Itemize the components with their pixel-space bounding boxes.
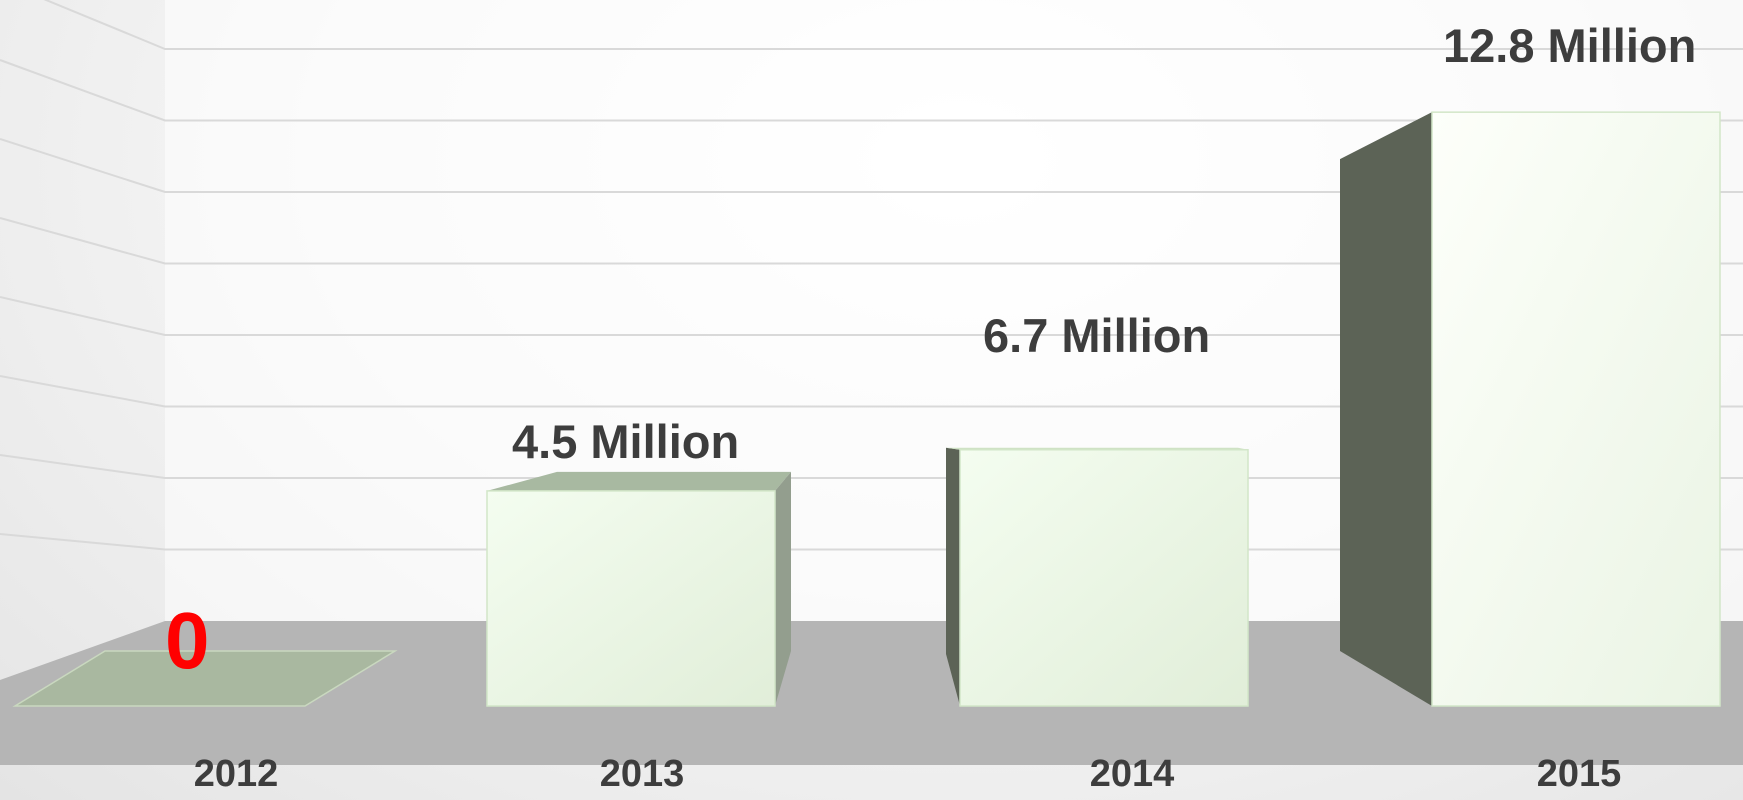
value-label-2015: 12.8 Million [1443, 19, 1696, 72]
gridline [43, 0, 1743, 50]
x-tick-label-2014: 2014 [1090, 753, 1175, 795]
gridline [0, 375, 1743, 408]
bars [12, 111, 1721, 707]
gridline [0, 217, 1743, 265]
value-label-2012: 0 [165, 596, 210, 685]
floor-plane [0, 621, 1743, 765]
value-label-2014: 6.7 Million [983, 309, 1210, 362]
gridline [0, 138, 1743, 193]
value-labels: 0 4.5 Million 6.7 Million 12.8 Million [165, 19, 1696, 685]
gridline [0, 296, 1743, 336]
gridlines [0, 0, 1743, 551]
x-axis-labels: 2012 2013 2014 2015 [194, 753, 1622, 795]
chart-floor [0, 621, 1743, 765]
bar-2013-side [775, 471, 791, 706]
bar-2015-side [1340, 112, 1432, 706]
gridline [0, 59, 1743, 122]
bar-2014 [959, 448, 1249, 707]
x-tick-label-2015: 2015 [1537, 753, 1622, 795]
bar-2013 [486, 490, 776, 707]
x-tick-label-2012: 2012 [194, 753, 279, 795]
value-label-2013: 4.5 Million [512, 415, 739, 468]
bar-2012 [12, 650, 398, 707]
bar-2013-top [487, 471, 791, 491]
x-tick-label-2013: 2013 [600, 753, 685, 795]
bar-2015 [1431, 111, 1721, 707]
bar-2014-side [946, 447, 960, 706]
